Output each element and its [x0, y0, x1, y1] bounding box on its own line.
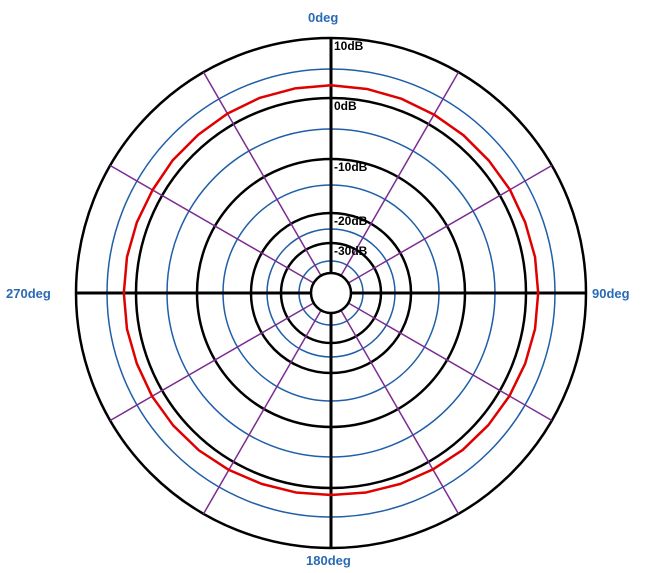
- ring-label: -30dB: [334, 244, 368, 258]
- angle-label: 180deg: [306, 553, 351, 568]
- ring-label: 0dB: [334, 99, 357, 113]
- spoke-line: [340, 309, 460, 515]
- spoke-line: [347, 164, 553, 284]
- series-layer: [122, 83, 540, 497]
- center-circle: [309, 271, 353, 315]
- spoke-line: [340, 71, 460, 277]
- spoke-line: [347, 302, 553, 422]
- angle-labels: 0deg 90deg 180deg 270deg: [6, 10, 630, 568]
- spoke-line: [202, 71, 322, 277]
- ring-label: -20dB: [334, 214, 368, 228]
- ring-labels: 10dB 0dB -10dB -20dB -30dB: [334, 39, 368, 258]
- angle-label: 270deg: [6, 286, 51, 301]
- series-line: [122, 83, 540, 497]
- spoke-line: [109, 302, 315, 422]
- ring-label: 10dB: [334, 39, 364, 53]
- spoke-line: [202, 309, 322, 515]
- center-hub: [309, 271, 353, 315]
- angle-label: 0deg: [308, 10, 338, 25]
- ring-label: -10dB: [334, 160, 368, 174]
- spoke-line: [109, 164, 315, 284]
- spokes: [109, 71, 553, 515]
- angle-label: 90deg: [592, 286, 630, 301]
